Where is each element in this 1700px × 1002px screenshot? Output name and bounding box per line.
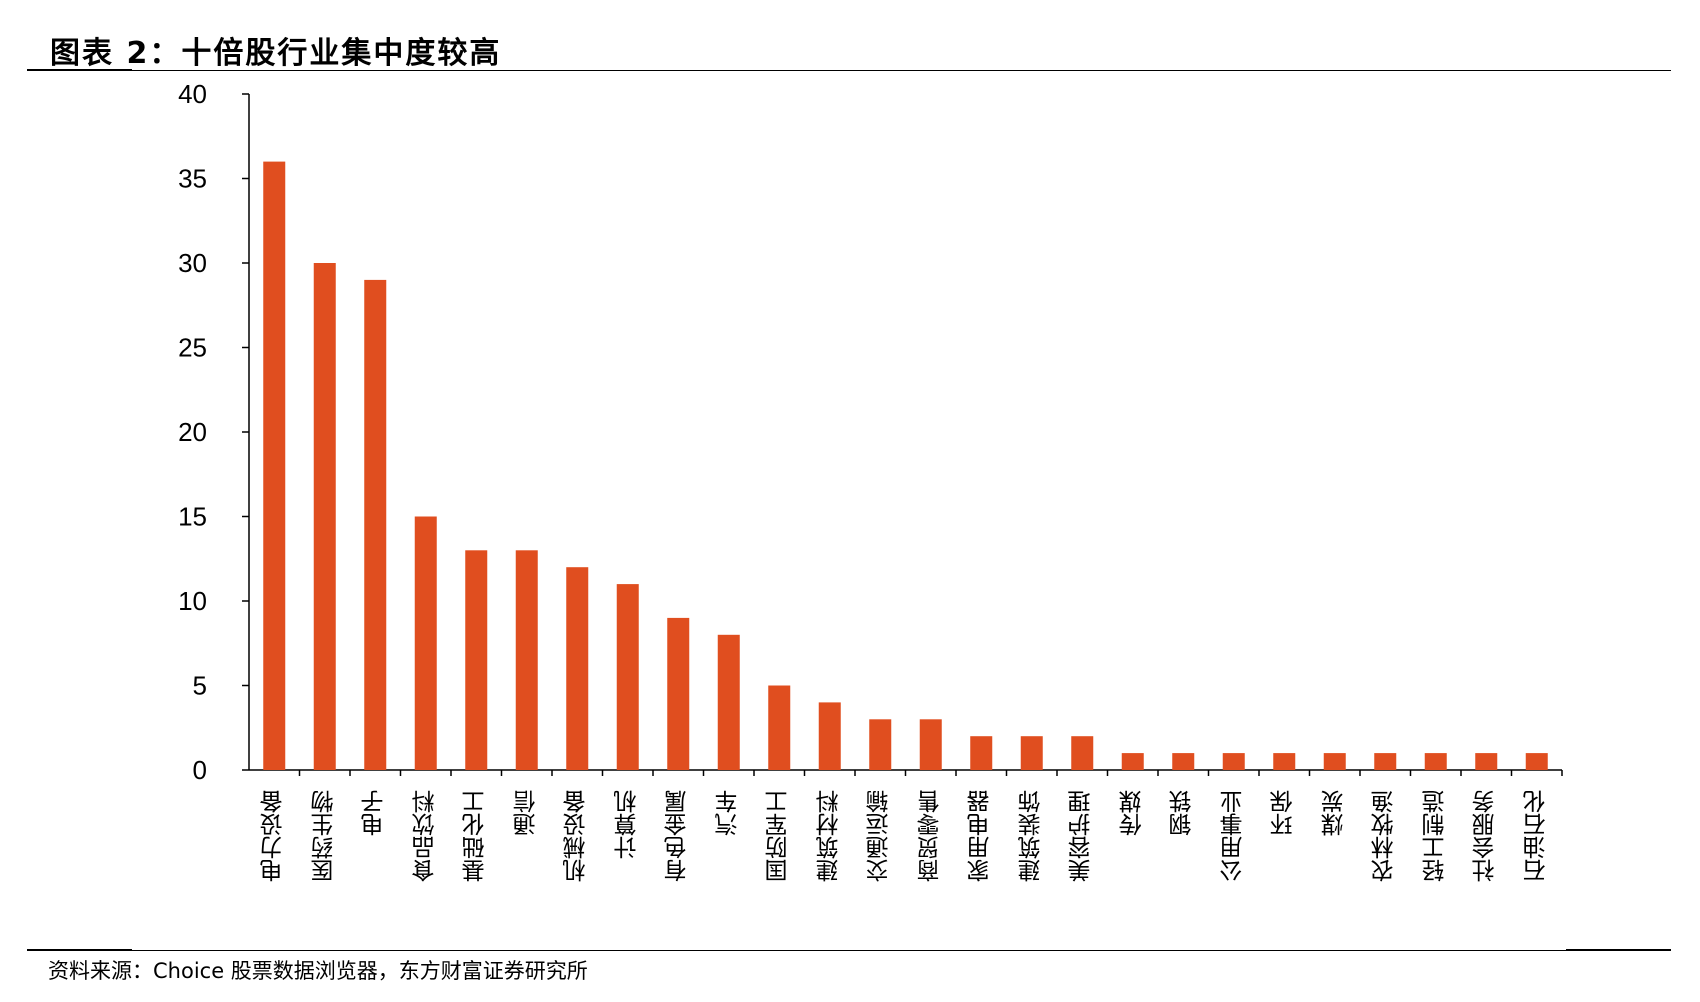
bar [1475,753,1498,770]
y-tick-label: 35 [178,164,207,194]
x-tick-label: 食品饮料 [412,790,439,882]
bar [263,161,286,771]
bar [364,279,387,770]
x-tick-label: 美容护理 [1069,790,1096,882]
y-tick-label: 30 [178,248,207,278]
y-tick-label: 5 [193,671,207,701]
x-tick-label: 建筑材料 [816,790,843,882]
bar [869,719,892,770]
x-tick-label: 医药生物 [311,790,338,882]
bar [313,263,336,770]
x-tick-label: 环保 [1271,790,1298,836]
x-tick-label: 煤炭 [1321,790,1348,836]
bar [1424,753,1447,770]
y-tick-label: 20 [178,417,207,447]
bar [667,617,690,770]
bar [465,550,488,770]
x-tick-label: 农林牧渔 [1372,790,1399,882]
bar [1323,753,1346,770]
x-tick-label: 计算机 [614,790,641,859]
top-rule [27,69,1671,71]
x-tick-label: 石油石化 [1523,790,1550,882]
bar [1071,736,1094,770]
x-tick-label: 通信 [513,790,540,836]
bar [717,634,740,770]
y-tick-label: 25 [178,333,207,363]
bar [1222,753,1245,770]
x-tick-label: 建筑装饰 [1018,790,1045,882]
bar [818,702,841,770]
x-tick-label: 基础化工 [463,790,490,882]
x-tick-label: 机械设备 [564,790,591,882]
chart-title: 图表 2：十倍股行业集中度较高 [50,36,502,71]
bar [1121,753,1144,770]
bar [1525,753,1548,770]
x-tick-label: 社会服务 [1473,790,1500,882]
x-tick-label: 钢铁 [1170,790,1197,836]
bar [566,567,589,770]
x-tick-label: 电子 [362,790,389,836]
x-tick-label: 轻工制造 [1422,790,1449,882]
bar [1374,753,1397,770]
x-tick-label: 家用电器 [968,790,995,882]
bar [515,550,538,770]
bottom-rule [27,949,1671,951]
bar [768,685,791,770]
x-tick-label: 国防军工 [766,790,793,882]
bar [919,719,942,770]
x-tick-label: 商贸零售 [917,790,944,882]
x-tick-label: 电力设备 [261,790,288,882]
x-tick-label: 有色金属 [665,790,692,882]
bar [616,584,639,770]
x-tick-label: 传媒 [1119,790,1146,836]
x-tick-label: 公用事业 [1220,790,1247,882]
x-tick-label: 汽车 [715,790,742,836]
source-note: 资料来源：Choice 股票数据浏览器，东方财富证券研究所 [48,959,588,983]
y-tick-label: 15 [178,502,207,532]
bar [414,516,437,770]
bar [1172,753,1195,770]
bar [1020,736,1043,770]
y-tick-label: 0 [193,755,207,785]
y-tick-label: 40 [178,79,207,109]
bar [1273,753,1296,770]
x-tick-label: 交通运输 [867,790,894,882]
y-tick-label: 10 [178,586,207,616]
bar [970,736,993,770]
